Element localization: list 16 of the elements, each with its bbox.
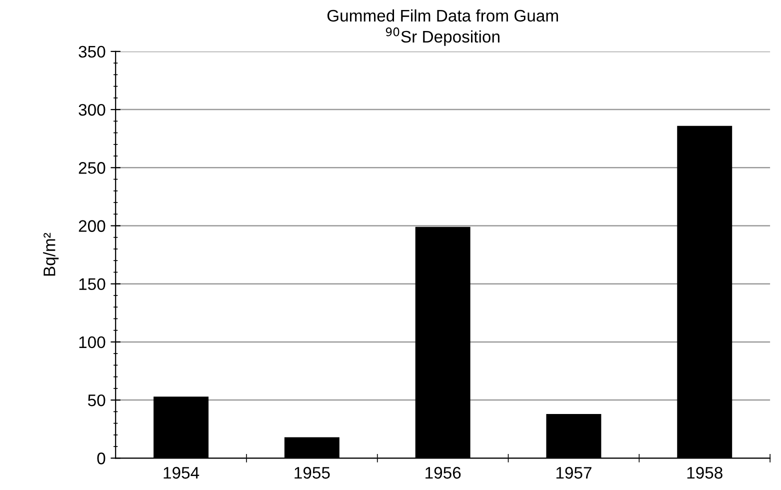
chart-subtitle: $^{90}$Sr Deposition <box>386 27 500 46</box>
x-tick-label: 1956 <box>426 466 461 479</box>
y-tick-label: 50 <box>88 394 106 406</box>
x-tick-label: 1958 <box>687 466 722 479</box>
y-axis-title: Bq/m² <box>43 232 59 276</box>
chart-title: Gummed Film Data from Guam <box>327 9 558 22</box>
y-tick-label: 200 <box>78 220 106 232</box>
y-tick-label: 250 <box>78 162 106 174</box>
x-tick-label: 1955 <box>294 466 330 479</box>
y-tick-label: 350 <box>78 46 106 58</box>
x-tick-label: 1957 <box>556 466 592 479</box>
x-tick-label: 1954 <box>164 466 200 479</box>
y-tick-label: 0 <box>97 452 106 464</box>
y-tick-label: 300 <box>78 104 106 116</box>
y-tick-label: 150 <box>79 278 106 290</box>
y-tick-label: 100 <box>79 336 106 348</box>
